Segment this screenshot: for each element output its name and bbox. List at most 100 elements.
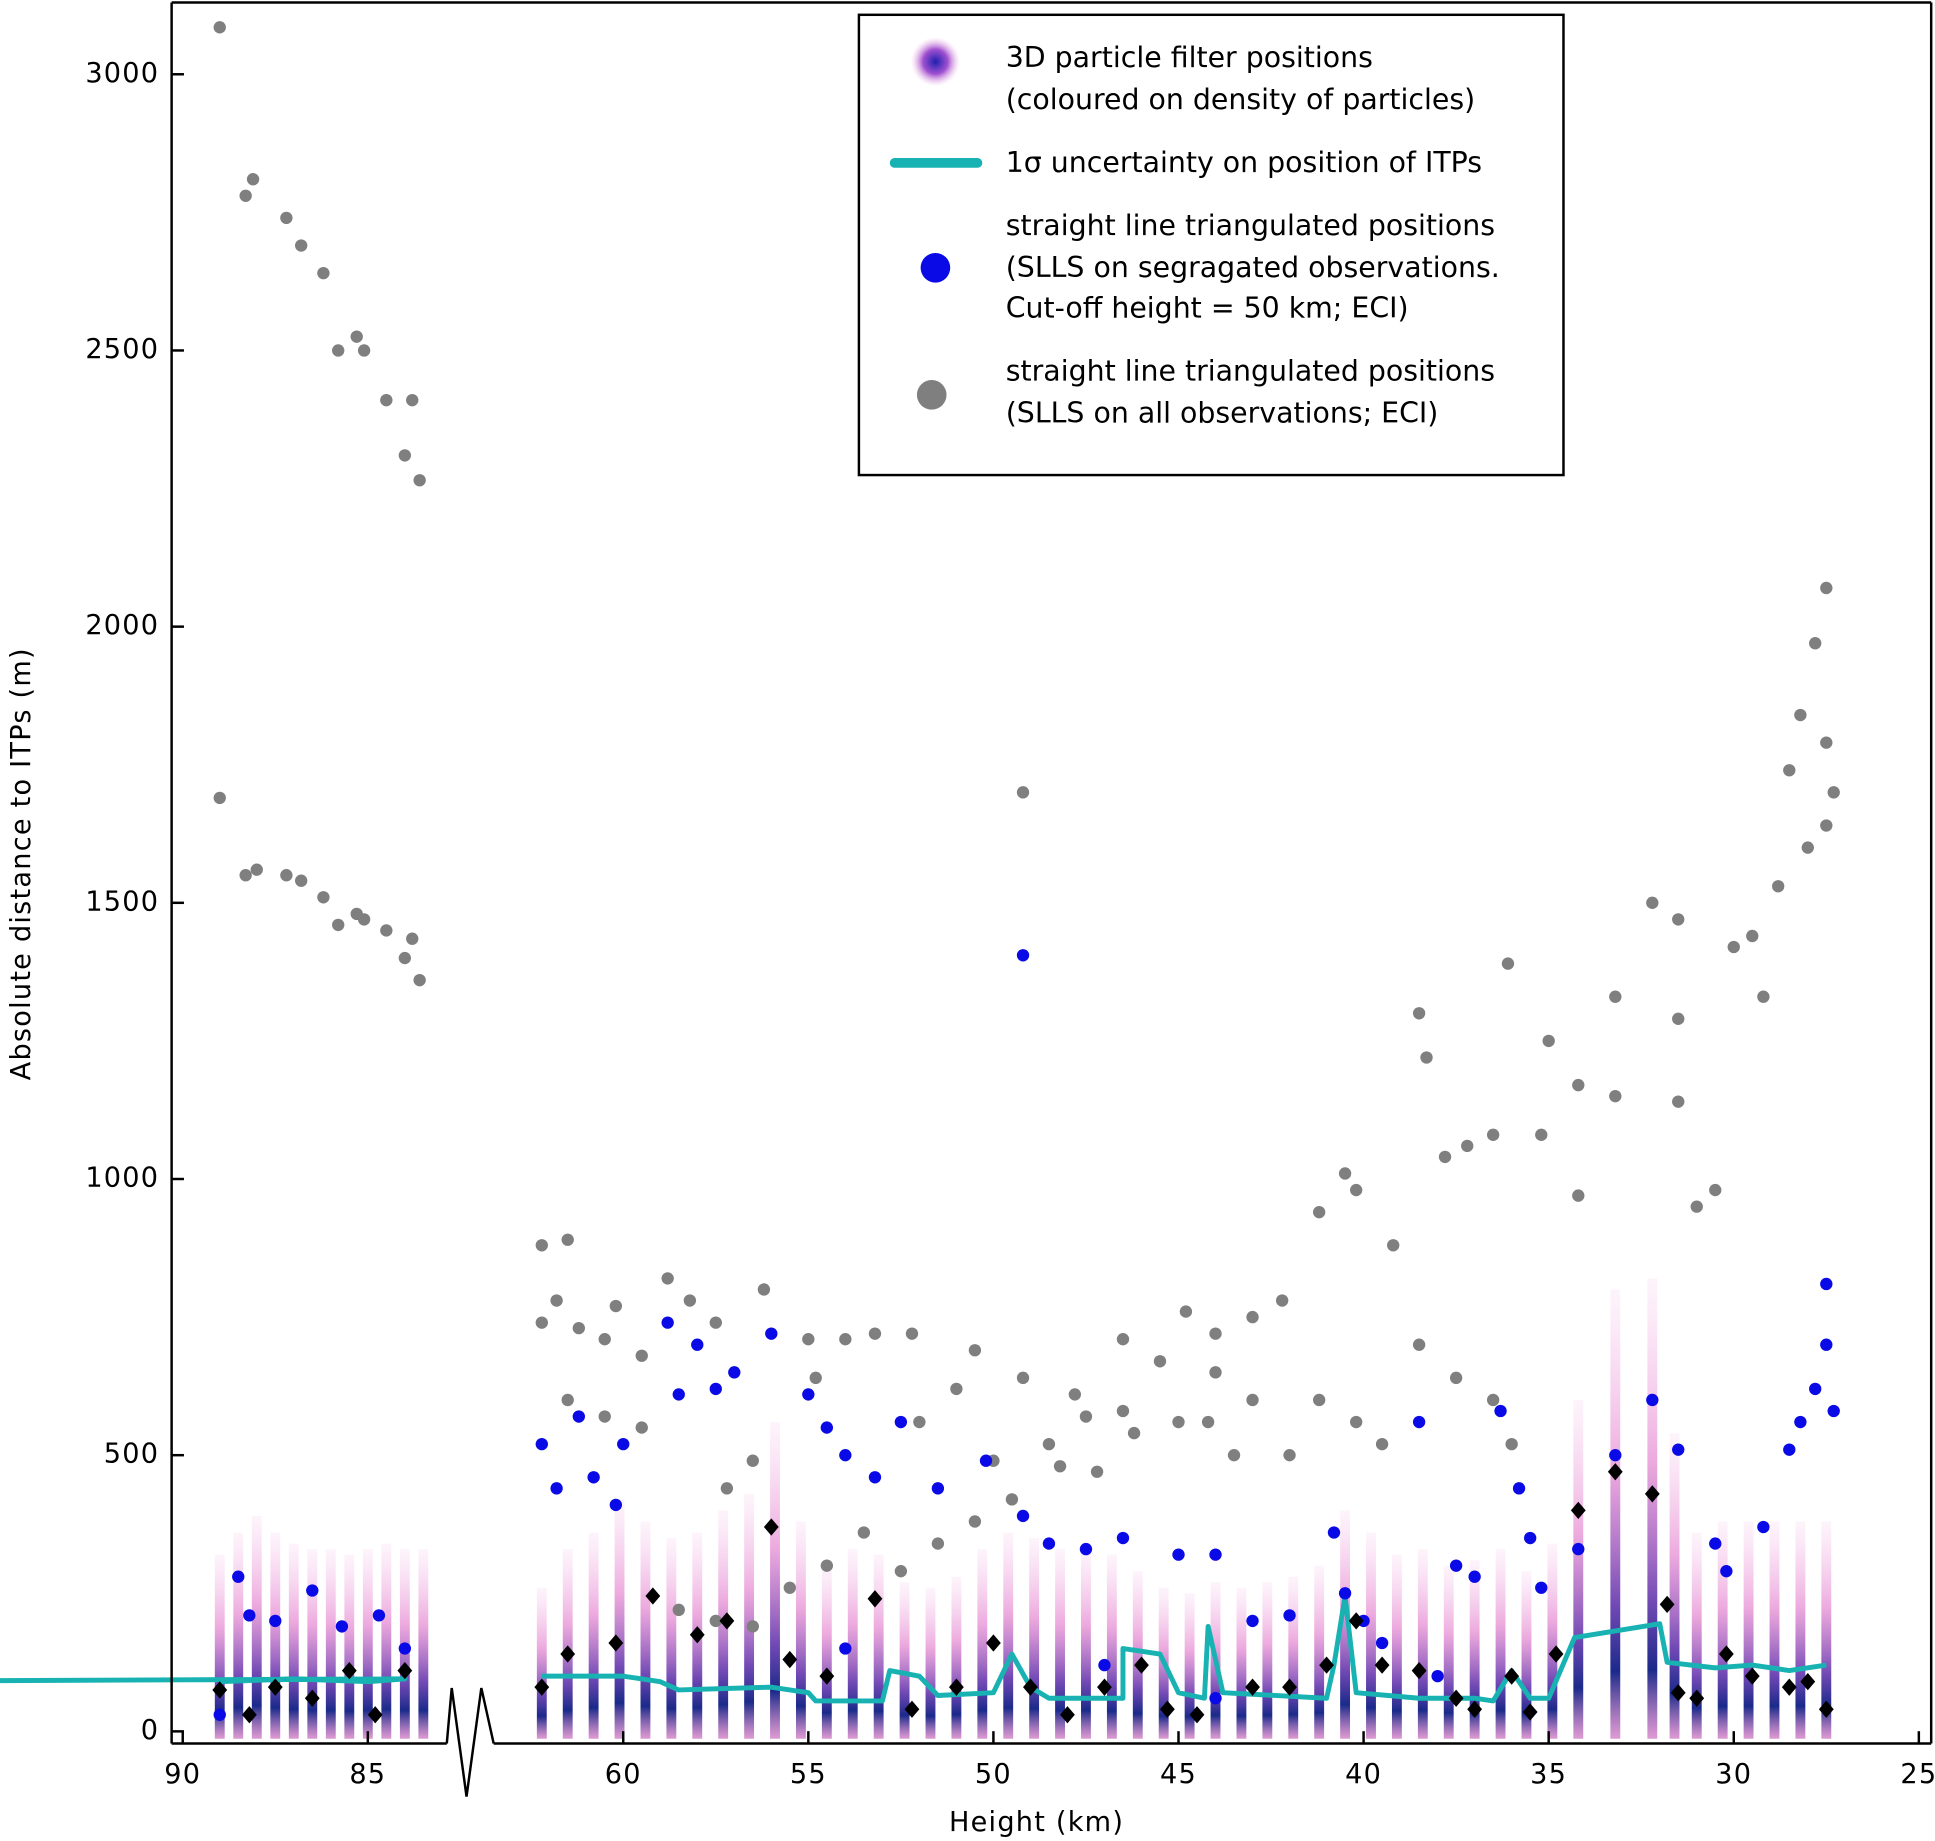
diamond <box>1659 1595 1675 1613</box>
point <box>350 330 363 343</box>
legend-label: straight line triangulated positions <box>1006 209 1495 242</box>
particle-column <box>1417 1549 1428 1739</box>
point <box>757 1283 771 1296</box>
point <box>931 1482 945 1495</box>
point <box>598 1333 611 1346</box>
point <box>868 1471 882 1484</box>
point <box>332 344 345 357</box>
particle-column <box>1547 1543 1558 1739</box>
point <box>691 1338 704 1351</box>
point <box>635 1421 648 1434</box>
point <box>783 1581 796 1594</box>
particle-column <box>1366 1532 1376 1739</box>
point <box>213 1708 226 1721</box>
point <box>1227 1449 1241 1462</box>
point <box>250 863 263 876</box>
diamond <box>1744 1667 1760 1685</box>
particle-column <box>1647 1278 1658 1739</box>
point <box>1772 880 1785 893</box>
particle-column <box>640 1521 651 1739</box>
point <box>1327 1526 1341 1539</box>
point <box>1116 1404 1130 1418</box>
point <box>372 1609 386 1622</box>
particle-column <box>1717 1521 1728 1739</box>
point <box>295 874 308 887</box>
point <box>1090 1465 1104 1478</box>
point <box>1757 990 1770 1003</box>
y-tick-label: 2000 <box>85 610 159 641</box>
x-tick-label: 25 <box>1900 1759 1935 1790</box>
diamond <box>1159 1700 1175 1718</box>
legend-label: (SLLS on segragated observations. <box>1006 251 1500 284</box>
point <box>746 1454 759 1467</box>
point <box>550 1482 563 1495</box>
point <box>672 1388 685 1401</box>
particle-column <box>977 1549 988 1739</box>
point <box>1646 896 1659 909</box>
point <box>246 173 260 186</box>
x-tick-label: 85 <box>349 1759 386 1790</box>
particle-column <box>1443 1565 1454 1739</box>
x-tick-label: 60 <box>605 1759 642 1790</box>
particle-column <box>562 1549 573 1739</box>
point <box>1420 1051 1433 1064</box>
legend-blue-swatch <box>920 252 951 283</box>
point <box>243 1609 256 1622</box>
diamond <box>1607 1463 1623 1481</box>
point <box>839 1333 852 1346</box>
particle-column <box>588 1532 599 1739</box>
point <box>709 1614 722 1628</box>
point <box>968 1344 982 1357</box>
point <box>672 1603 685 1617</box>
point <box>213 21 226 34</box>
particle-column <box>233 1532 244 1739</box>
point <box>1209 1692 1222 1705</box>
y-tick-label: 0 <box>141 1715 160 1746</box>
point <box>950 1382 963 1396</box>
legend-label: straight line triangulated positions <box>1006 355 1495 388</box>
point <box>868 1327 882 1340</box>
point <box>1079 1410 1093 1423</box>
point <box>1016 786 1030 799</box>
point <box>894 1565 908 1578</box>
particle-column <box>770 1422 780 1739</box>
y-tick-label: 3000 <box>85 58 159 89</box>
point <box>380 394 393 407</box>
point <box>913 1415 926 1429</box>
point <box>820 1421 834 1434</box>
point <box>1783 1443 1796 1456</box>
point <box>232 1570 245 1583</box>
point <box>1757 1520 1770 1534</box>
point <box>1042 1437 1056 1451</box>
particle-column <box>1495 1549 1506 1739</box>
axes <box>170 1 1933 1797</box>
point <box>1098 1658 1111 1672</box>
point <box>1283 1449 1296 1462</box>
particle-column <box>951 1576 962 1739</box>
point <box>746 1620 759 1633</box>
diamond <box>1800 1673 1816 1691</box>
point <box>1794 708 1807 722</box>
particle-column <box>847 1549 858 1739</box>
particle-column <box>214 1554 225 1739</box>
x-tick-label: 40 <box>1345 1759 1382 1790</box>
particle-column <box>1521 1571 1532 1739</box>
point <box>1209 1327 1222 1340</box>
particle-column <box>1340 1510 1351 1739</box>
point <box>1505 1437 1518 1451</box>
point <box>1820 736 1833 749</box>
diamond <box>645 1587 661 1605</box>
point <box>1246 1310 1259 1324</box>
point <box>1209 1548 1222 1561</box>
point <box>709 1382 722 1396</box>
particle-column <box>795 1521 806 1739</box>
point <box>1542 1034 1555 1048</box>
particle-column <box>744 1493 755 1739</box>
point <box>587 1471 600 1484</box>
point <box>728 1366 741 1379</box>
point <box>1375 1636 1389 1650</box>
point <box>979 1454 993 1467</box>
point <box>820 1559 834 1572</box>
